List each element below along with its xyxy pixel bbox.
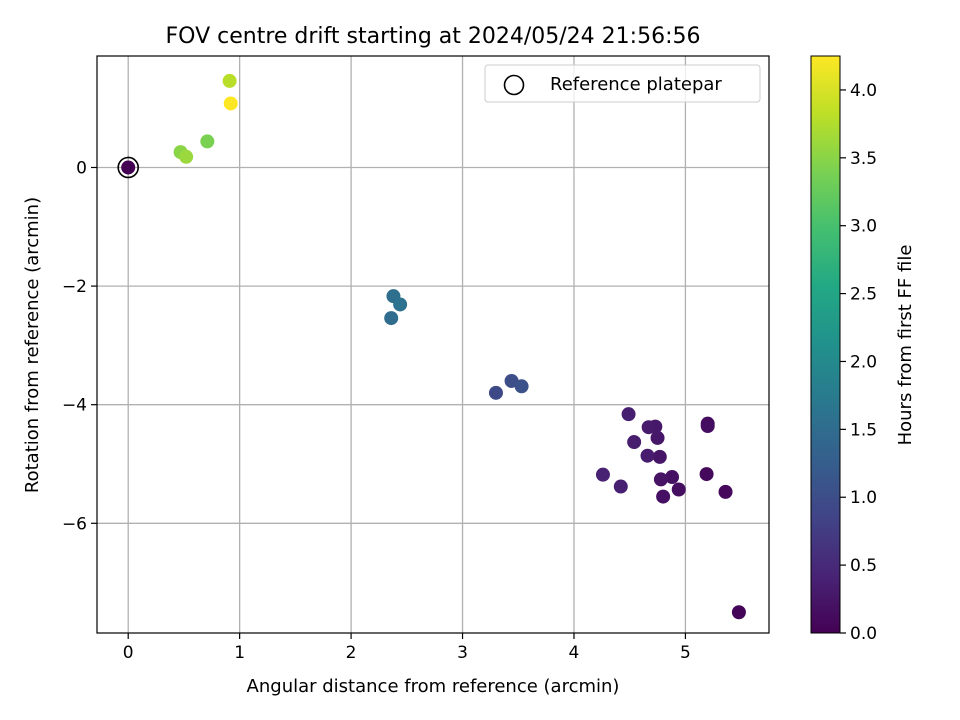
data-point (640, 448, 655, 463)
data-point (627, 435, 642, 450)
data-point (121, 160, 136, 175)
colorbar-tick-label: 3.5 (850, 149, 877, 169)
colorbar-gradient (810, 55, 841, 634)
legend: Reference platepar (484, 64, 761, 103)
data-point (699, 467, 714, 482)
x-tick-label: 3 (457, 643, 468, 663)
plot-area (96, 55, 770, 634)
data-point (613, 479, 628, 494)
y-tick-label: 0 (76, 158, 87, 178)
legend-reference-marker-icon (503, 74, 525, 96)
data-point (656, 489, 671, 504)
colorbar-tick-label: 2.5 (850, 285, 877, 305)
x-tick-label: 5 (680, 643, 691, 663)
y-tick-label: −4 (62, 396, 87, 416)
x-tick-label: 2 (346, 643, 357, 663)
x-tick-label: 0 (123, 643, 134, 663)
colorbar-tick-label: 0.5 (850, 556, 877, 576)
data-point (718, 484, 733, 499)
chart-title: FOV centre drift starting at 2024/05/24 … (166, 24, 701, 49)
data-point (200, 134, 215, 149)
data-point (650, 430, 665, 445)
colorbar-tick-label: 2.0 (850, 352, 877, 372)
colorbar-tick-label: 1.0 (850, 488, 877, 508)
x-tick-label: 1 (234, 643, 245, 663)
colorbar-tick-label: 3.0 (850, 217, 877, 237)
y-axis-label: Rotation from reference (arcmin) (22, 197, 43, 493)
data-point (223, 96, 238, 111)
legend-entry-label: Reference platepar (550, 74, 722, 95)
reference-marker (117, 156, 140, 179)
data-point (665, 470, 680, 485)
legend-box (484, 64, 761, 103)
x-tick-label: 4 (569, 643, 580, 663)
colorbar-tick-label: 0.0 (850, 624, 877, 644)
data-point (179, 149, 194, 164)
colorbar-tick-label: 4.0 (850, 81, 877, 101)
reference-platepar-marker (117, 156, 140, 179)
grid (97, 56, 769, 633)
y-axis-ticks: 0 −2 −4 −6 (62, 158, 97, 534)
colorbar: 0.0 0.5 1.0 1.5 2.0 2.5 3.0 3.5 4.0 Hours from f… (810, 55, 916, 644)
data-point (488, 385, 503, 400)
axes-background (97, 56, 769, 633)
data-point (652, 449, 667, 464)
data-points (121, 73, 746, 620)
data-point (222, 73, 237, 88)
y-tick-label: −2 (62, 277, 87, 297)
axes-frame (96, 55, 770, 634)
data-point (653, 472, 668, 487)
data-point (641, 420, 656, 435)
data-point (384, 311, 399, 326)
data-point (731, 605, 746, 620)
y-tick-label: −6 (62, 514, 87, 534)
colorbar-label: Hours from first FF file (895, 245, 916, 446)
data-point (621, 407, 636, 422)
data-point (393, 297, 408, 312)
data-point (595, 467, 610, 482)
colorbar-ticks: 0.0 0.5 1.0 1.5 2.0 2.5 3.0 3.5 4.0 (840, 81, 877, 644)
x-axis-ticks: 0 1 2 3 4 5 (123, 633, 691, 663)
data-point (671, 482, 686, 497)
data-point (700, 419, 715, 434)
x-axis-label: Angular distance from reference (arcmin) (247, 676, 620, 697)
colorbar-tick-label: 1.5 (850, 420, 877, 440)
data-point (514, 379, 529, 394)
